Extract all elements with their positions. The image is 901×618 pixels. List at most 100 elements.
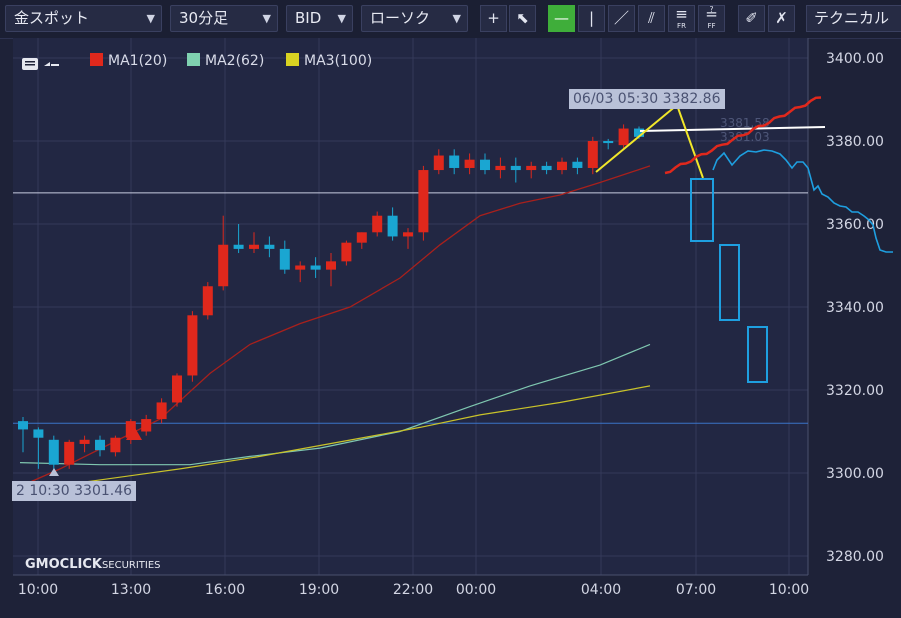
toolbar: 金スポット ▼ 30分足 ▼ BID ▼ ローソク ▼ + ⬉ — | ／ ⫽ … — [0, 0, 901, 39]
timeframe-select[interactable]: 30分足 ▼ — [170, 5, 278, 32]
legend-ma1-label: MA1(20) — [108, 53, 168, 69]
x-tick-label: 16:00 — [205, 582, 245, 598]
y-tick-label: 3360.00 — [826, 217, 884, 233]
chevron-down-icon: ▼ — [452, 12, 461, 25]
ma3-swatch — [286, 53, 299, 66]
pointer-icon: ⬉ — [516, 9, 529, 27]
erase-button[interactable]: ✐ — [738, 5, 765, 32]
eraser-icon: ✐ — [745, 9, 758, 27]
crosshair-icon: + — [487, 9, 500, 27]
legend-menu-icon[interactable] — [20, 57, 60, 77]
candle-body — [480, 159, 490, 171]
fibonacci-retracement-button[interactable]: ≡ FR — [668, 5, 695, 32]
x-tick-label: 07:00 — [676, 582, 716, 598]
candle-body — [603, 141, 614, 144]
legend-ma3[interactable]: MA3(100) — [286, 53, 372, 69]
price-chart[interactable]: 3400.00 3380.00 3360.00 3340.00 3320.00 3300.… — [0, 38, 901, 618]
forecast-box — [690, 178, 714, 242]
legend-ma2[interactable]: MA2(62) — [187, 53, 264, 69]
candle-body — [249, 244, 259, 249]
ma2-swatch — [187, 53, 200, 66]
candle-body — [526, 165, 537, 171]
candle-body — [418, 170, 429, 233]
candle-body — [79, 439, 90, 444]
candle-body — [403, 232, 413, 237]
ma3-line — [19, 385, 651, 491]
candle-body — [387, 215, 398, 237]
price-type-select[interactable]: BID ▼ — [286, 5, 353, 32]
price-type-value: BID — [295, 9, 322, 27]
technical-label: テクニカル — [814, 9, 890, 27]
candle-body — [634, 128, 644, 137]
x-tick-label: 04:00 — [581, 582, 621, 598]
legend-ma1[interactable]: MA1(20) — [90, 53, 167, 69]
ma2-line — [19, 343, 651, 466]
x-tick-label: 19:00 — [299, 582, 339, 598]
y-tick-label: 3400.00 — [826, 51, 884, 67]
candle-body — [510, 165, 521, 171]
technical-menu-button[interactable]: テクニカル — [806, 5, 901, 32]
candle-body — [141, 419, 152, 432]
x-tick-label: 22:00 — [393, 582, 433, 598]
fibonacci-fan-icon: ≟ — [705, 5, 718, 23]
candle-body — [618, 128, 629, 146]
candle-body — [18, 421, 28, 430]
crosshair-button[interactable]: + — [480, 5, 507, 32]
y-tick-label: 3300.00 — [826, 466, 884, 482]
fibonacci-retracement-icon: ≡ — [675, 5, 688, 23]
channel-button[interactable]: ⫽ — [638, 5, 665, 32]
high-price-tooltip: 06/03 05:30 3382.86 — [569, 89, 725, 109]
candle-body — [187, 315, 198, 376]
x-tick-label: 13:00 — [111, 582, 151, 598]
candle-body — [449, 155, 460, 168]
candle-body — [233, 244, 244, 249]
trendline-icon: ／ — [613, 9, 629, 27]
y-tick-label: 3380.00 — [826, 134, 884, 150]
candle-body — [356, 232, 367, 243]
candle-body — [202, 286, 213, 316]
pointer-button[interactable]: ⬉ — [509, 5, 536, 32]
legend-ma3-label: MA3(100) — [304, 53, 373, 69]
candle-body — [264, 244, 275, 249]
chevron-down-icon: ▼ — [146, 12, 155, 25]
logo-main: GMOCLICK — [25, 557, 102, 572]
instrument-value: 金スポット — [14, 9, 90, 27]
y-tick-label: 3320.00 — [826, 383, 884, 399]
candle-body — [541, 165, 552, 171]
candle-body — [495, 165, 506, 171]
candle-body — [464, 159, 475, 168]
blue-forecast-line — [712, 149, 893, 253]
trendline-button[interactable]: ／ — [608, 5, 635, 32]
candle-body — [326, 261, 336, 270]
erase-all-button[interactable]: ✗ — [768, 5, 795, 32]
chart-style-value: ローソク — [370, 9, 431, 27]
candle-body — [341, 242, 352, 262]
candle-body — [295, 265, 306, 270]
ff-label: FF — [707, 22, 716, 30]
candle-body — [64, 441, 75, 465]
x-tick-label: 10:00 — [18, 582, 58, 598]
gmo-click-logo: GMOCLICKSECURITIES — [25, 557, 161, 572]
hline-button[interactable]: — — [548, 5, 575, 32]
chart-style-select[interactable]: ローソク ▼ — [361, 5, 468, 32]
legend-ma2-label: MA2(62) — [205, 53, 265, 69]
candle-body — [433, 155, 444, 171]
forecast-box — [747, 326, 768, 383]
candle-body — [172, 375, 182, 403]
vline-button[interactable]: | — [578, 5, 605, 32]
erase-all-icon: ✗ — [775, 9, 788, 27]
candle-body — [279, 248, 290, 270]
fibonacci-fan-button[interactable]: ≟ FF — [698, 5, 725, 32]
fr-label: FR — [677, 22, 686, 30]
forecast-box — [719, 244, 740, 321]
instrument-select[interactable]: 金スポット ▼ — [5, 5, 162, 32]
y-tick-label: 3340.00 — [826, 300, 884, 316]
timeframe-value: 30分足 — [179, 9, 229, 27]
white-trend-line — [639, 126, 826, 132]
logo-sub: SECURITIES — [101, 560, 161, 571]
annotation-3381.03: 3381.03 — [720, 130, 770, 144]
low-price-tooltip: 2 10:30 3301.46 — [12, 481, 137, 501]
candle-body — [95, 439, 105, 451]
low-marker-icon — [49, 468, 59, 476]
candle-body — [218, 244, 229, 287]
